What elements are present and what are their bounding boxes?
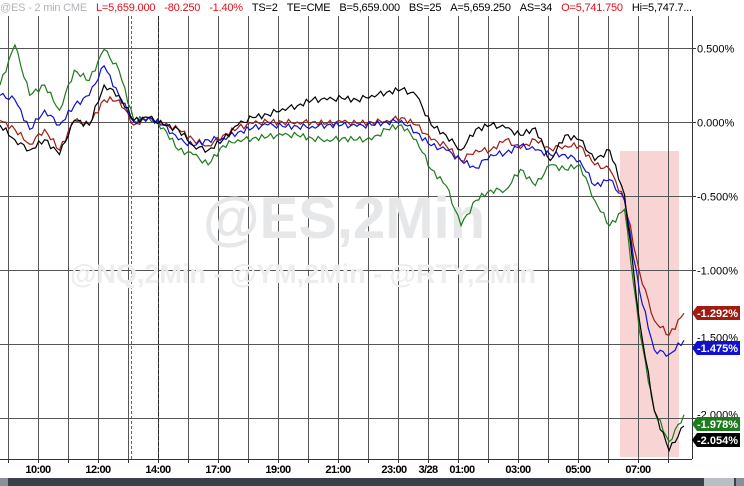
- x-tick-label: 23:00: [381, 464, 407, 476]
- net-change: -80.250: [164, 2, 201, 14]
- last-value-text: -2.054%: [697, 435, 738, 447]
- last-value-tag: -1.978%: [692, 417, 740, 431]
- y-axis: 0.500%0.000%-0.500%-1.000%-1.500%-2.000%: [692, 44, 738, 422]
- last-value-text: -1.292%: [697, 308, 738, 320]
- x-tick-label: 3/28: [418, 464, 437, 476]
- last-value-tag: -2.054%: [692, 433, 740, 447]
- y-tick-label: 0.000%: [697, 118, 735, 130]
- x-tick-label: 21:00: [325, 464, 351, 476]
- x-tick-label: 07:00: [625, 464, 651, 476]
- horizontal-scrollbar[interactable]: [0, 478, 744, 486]
- scroll-left-button[interactable]: [0, 478, 8, 486]
- last-value-text: -1.475%: [697, 343, 738, 355]
- x-tick-label: 05:00: [565, 464, 591, 476]
- series-line: [0, 95, 685, 336]
- last-value-text: -1.978%: [697, 419, 738, 431]
- high-price: Hi=5,747.7...: [631, 2, 692, 14]
- y-tick-label: -1.000%: [697, 266, 738, 278]
- x-tick-label: 14:00: [145, 464, 171, 476]
- x-tick-label: 01:00: [449, 464, 475, 476]
- last-price: L=5,659.000: [96, 2, 156, 14]
- exchange: TE=CME: [286, 2, 331, 14]
- y-tick-label: -0.500%: [697, 192, 738, 204]
- watermark-main: @ES,2Min: [203, 186, 485, 251]
- y-tick-label: 0.500%: [697, 44, 735, 56]
- series-line: [0, 83, 685, 453]
- quote-header: @ES - 2 min CME L=5,659.000 -80.250 -1.40% T…: [0, 0, 744, 16]
- x-tick-label: 10:00: [25, 464, 51, 476]
- watermark-sub: @NQ,2Min - @YM,2Min - @RTY,2Min: [70, 259, 536, 289]
- last-value-tags: -2.054% -1.292% -1.475% -1.978%: [692, 306, 740, 447]
- x-tick-label: 19:00: [265, 464, 291, 476]
- x-axis: 10:00 12:00 14:00 17:00 19:00 21:00 23:00 3/28 0…: [8, 459, 669, 476]
- tick-size: TS=2: [251, 2, 278, 14]
- pct-change: -1.40%: [209, 2, 243, 14]
- scroll-thumb[interactable]: [704, 478, 734, 486]
- series-lines: [0, 43, 685, 453]
- ask-price: A=5,659.250: [450, 2, 511, 14]
- x-tick-label: 03:00: [505, 464, 531, 476]
- bid-size: BS=25: [408, 2, 442, 14]
- symbol-label[interactable]: @ES - 2 min CME: [0, 2, 88, 14]
- series-line: [0, 64, 685, 358]
- open-price: O=5,741.750: [561, 2, 623, 14]
- x-tick-label: 12:00: [85, 464, 111, 476]
- last-value-tag: -1.292%: [692, 306, 740, 320]
- ask-size: AS=34: [519, 2, 553, 14]
- bid-price: B=5,659.000: [339, 2, 400, 14]
- scroll-right-button[interactable]: [736, 478, 744, 486]
- series-line: [0, 43, 685, 443]
- last-value-tag: -1.475%: [692, 341, 740, 355]
- x-tick-label: 17:00: [205, 464, 231, 476]
- grid: [0, 16, 692, 459]
